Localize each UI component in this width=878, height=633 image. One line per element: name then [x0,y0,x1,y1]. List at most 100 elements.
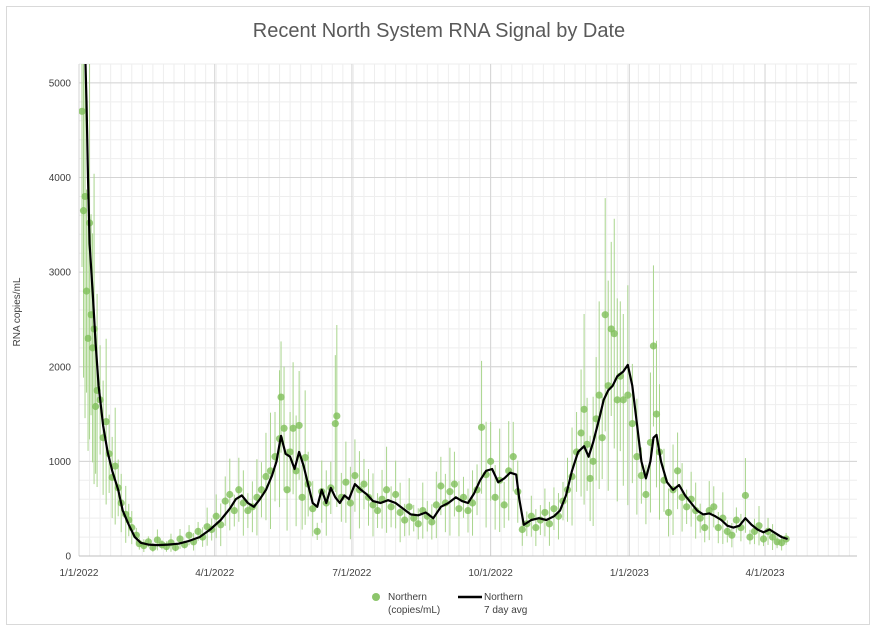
legend-label-points-2: (copies/mL) [388,605,440,616]
data-point [586,474,594,483]
data-point [333,412,341,420]
data-point [176,535,184,543]
data-point [289,424,297,432]
data-point [613,396,621,404]
data-point [81,192,89,201]
data-point [373,506,382,515]
data-point [414,520,422,528]
data-point [487,457,495,465]
data-point [111,462,119,470]
data-point [509,453,517,461]
data-point [491,493,499,501]
data-point [262,472,270,481]
data-point [455,505,463,513]
data-point [401,516,409,524]
chart-title: Recent North System RNA Signal by Date [252,20,626,42]
data-point [301,454,309,462]
data-point [610,330,618,338]
data-point [459,493,468,501]
data-point [351,471,359,480]
data-point [714,524,722,532]
data-point [664,508,673,517]
x-tick-label: 4/1/2022 [195,568,234,579]
data-point [309,505,317,513]
data-point [732,516,740,524]
x-tick-label: 4/1/2023 [746,568,785,579]
data-point [595,391,603,399]
data-point [79,107,86,115]
data-point [82,287,91,295]
data-point [477,423,486,431]
data-point [91,402,100,411]
data-point [692,506,700,515]
data-point [226,490,234,499]
data-point [298,493,306,501]
data-point [633,453,641,461]
data-point [696,514,704,522]
data-point [637,471,645,480]
data-point [741,491,750,500]
data-point [628,419,636,428]
data-point [545,520,554,528]
data-point [387,503,395,511]
data-point [102,418,110,426]
data-point [382,486,391,494]
data-point [221,497,229,505]
y-tick-label: 2000 [49,362,72,373]
y-tick-label: 3000 [49,268,72,279]
data-point [392,490,400,499]
legend-label-avg-2: 7 day avg [484,605,527,616]
data-point [194,527,202,536]
data-point [257,486,266,494]
data-point [624,391,632,399]
x-tick-label: 1/1/2023 [610,568,649,579]
data-point [84,334,92,342]
legend: Northern (copies/mL) Northern 7 day avg [372,592,527,616]
data-point [235,486,243,494]
data-point [283,486,291,494]
y-tick-label: 1000 [49,457,72,468]
data-point [728,531,736,539]
data-point [468,499,477,507]
data-point [280,424,288,432]
data-point [678,493,686,501]
data-point [342,478,350,486]
x-tick-label: 7/1/2022 [332,568,371,579]
data-point [79,207,88,215]
data-point [532,524,540,532]
data-point [683,503,691,511]
data-point [710,503,718,511]
data-point [450,480,459,488]
data-point [346,499,354,507]
data-point [153,536,162,544]
data-point [446,488,454,496]
data-point [601,311,609,319]
data-point [464,506,472,515]
data-point [396,508,404,517]
x-tick-labels: 1/1/2022 4/1/2022 7/1/2022 10/1/2022 1/1/202… [60,568,785,579]
data-point [360,480,368,488]
data-point [88,344,97,352]
data-point [331,419,339,428]
data-point [432,501,440,509]
data-point [589,457,597,465]
data-point [580,405,588,413]
legend-label-avg-1: Northern [484,592,523,603]
legend-marker-points [372,593,380,601]
grid [78,63,857,557]
data-point [410,514,418,522]
y-tick-labels: 0 1000 2000 3000 4000 5000 [49,78,72,562]
x-tick-label: 10/1/2022 [468,568,513,579]
data-point [759,535,768,543]
data-point [577,429,585,437]
data-point [701,524,709,532]
avg-line-group [84,64,788,547]
data-point [673,467,682,475]
avg-line [84,64,788,547]
data-point [541,508,549,517]
data-point [598,434,606,442]
data-point [171,543,180,552]
data-point [755,522,763,530]
data-point [295,421,303,430]
